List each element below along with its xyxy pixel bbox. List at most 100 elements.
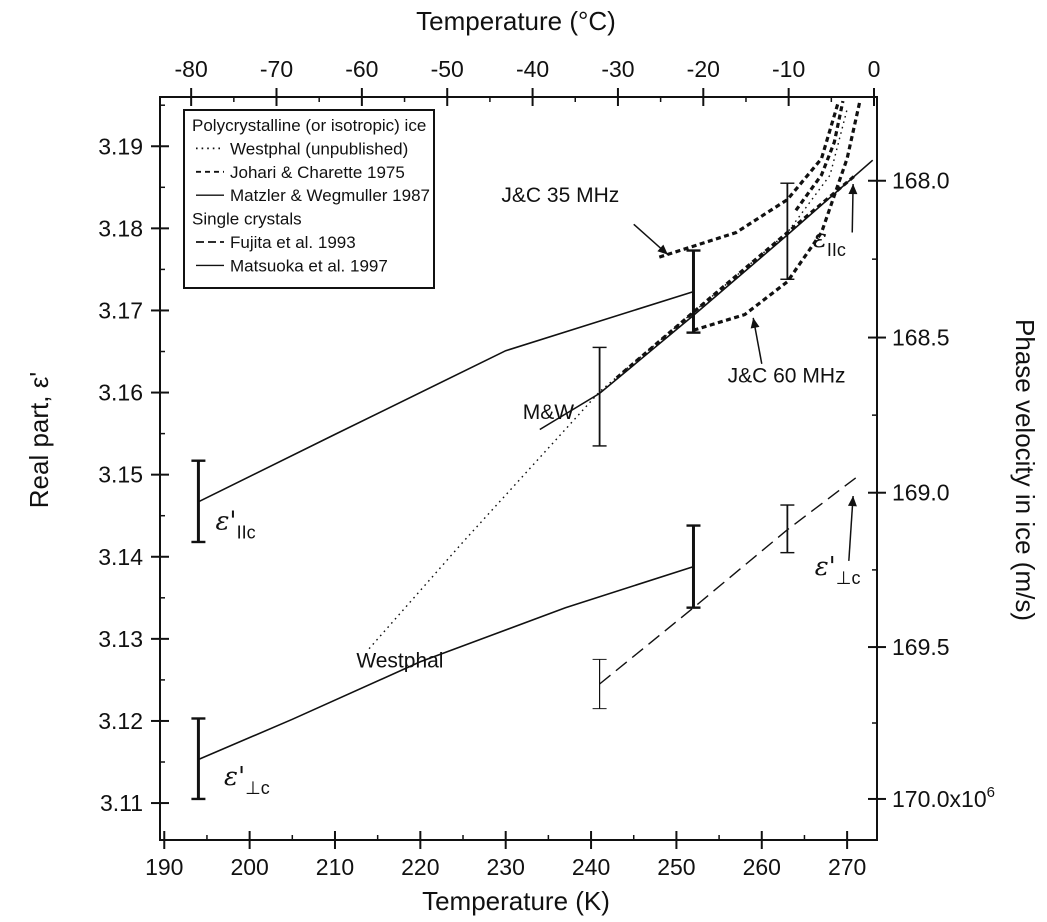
legend-entry: Johari & Charette 1975: [196, 163, 405, 182]
y2-tick-label: 168.5: [892, 325, 950, 351]
x-tick-label: 210: [316, 854, 354, 880]
series-jc-35mhz: [658, 100, 841, 259]
x-axis-title: Temperature (K): [422, 886, 610, 916]
arrow-jc35: [633, 223, 669, 256]
x-tick-label: 220: [401, 854, 439, 880]
legend: Polycrystalline (or isotropic) ice Westph…: [183, 109, 435, 289]
error-bar: [592, 658, 607, 710]
y2-axis-title: Phase velocity in ice (m/s): [1010, 319, 1040, 621]
y2-tick-value: 169.5: [892, 634, 950, 660]
x2-tick-label: -60: [345, 56, 378, 82]
y2-tick-value: 168.0: [892, 168, 950, 194]
arrow-head: [657, 244, 668, 255]
y-tick-label: 3.17: [98, 297, 143, 323]
plot-frame: [159, 96, 878, 841]
legend-label: Polycrystalline (or isotropic) ice: [192, 116, 426, 135]
symbol-base: ε: [813, 224, 827, 254]
eps-perp-right: ε'⊥c: [815, 552, 861, 588]
x2-axis-title: Temperature (°C): [416, 6, 616, 36]
series-matsuoka-perp: [198, 565, 694, 761]
y2-tick-value: 170.0x10: [892, 786, 987, 812]
legend-label: Westphal (unpublished): [230, 139, 408, 158]
legend-entry: Polycrystalline (or isotropic) ice: [192, 116, 426, 135]
x2-tick-label: -30: [601, 56, 634, 82]
y-tick-label: 3.11: [100, 790, 143, 816]
error-bar: [686, 249, 701, 334]
axes: [159, 96, 878, 841]
x-tick-label: 190: [145, 854, 183, 880]
y2-tick-label: 169.0: [892, 480, 950, 506]
x2-tick-label: -50: [431, 56, 464, 82]
eps-perp-left: ε'⊥c: [224, 762, 270, 798]
arrow-eps-par-right: [848, 184, 858, 233]
error-bar: [780, 504, 795, 554]
symbol-base: ε': [215, 507, 236, 537]
legend-label: Fujita et al. 1993: [230, 233, 356, 252]
legend-entry: Matzler & Wegmuller 1987: [196, 186, 430, 205]
y-tick-label: 3.16: [98, 380, 143, 406]
error-bar: [686, 524, 701, 609]
y-tick-label: 3.12: [98, 708, 143, 734]
error-bar: [592, 346, 607, 447]
arrow-head: [750, 317, 760, 329]
symbol-subscript: IIc: [827, 240, 846, 260]
symbol-base: ε': [815, 552, 836, 582]
legend-label: Matzler & Wegmuller 1987: [230, 186, 430, 205]
y-tick-label: 3.19: [98, 133, 143, 159]
y-tick-label: 3.14: [98, 544, 143, 570]
symbol-subscript: ⊥c: [836, 568, 861, 588]
x-tick-label: 240: [572, 854, 610, 880]
y2-tick-exponent: 6: [987, 784, 995, 801]
legend-entry: Westphal (unpublished): [196, 139, 408, 158]
x-tick-label: 230: [487, 854, 525, 880]
series-jc-35mhz-b: [794, 100, 845, 212]
y2-tick-value: 168.5: [892, 325, 950, 351]
error-bar: [191, 459, 206, 544]
series-johari-charette-par: [615, 173, 857, 380]
symbol-subscript: ⊥c: [245, 778, 270, 798]
arrow-head: [847, 496, 857, 507]
x2-tick-label: -80: [175, 56, 208, 82]
tick-marks: 190 200 210 220 230 240 250 260 270 -80 -70 -60 -50 -…: [98, 56, 995, 880]
x2-tick-label: 0: [868, 56, 881, 82]
arrow-shaft: [848, 495, 854, 561]
x-tick-label: 250: [657, 854, 695, 880]
y2-tick-label: 168.0: [892, 168, 950, 194]
arrow-jc60: [750, 317, 763, 364]
y-axis-title: Real part, ε': [24, 372, 54, 509]
legend-label: Single crystals: [192, 210, 302, 229]
legend-box: [183, 109, 435, 289]
symbol-base: ε': [224, 762, 245, 792]
series-jc-60mhz: [693, 100, 862, 332]
label-mw: M&W: [523, 401, 575, 424]
label-jc60: J&C 60 MHz: [728, 365, 846, 388]
legend-label: Johari & Charette 1975: [230, 163, 405, 182]
y2-tick-value: 169.0: [892, 480, 950, 506]
y-tick-label: 3.13: [98, 626, 143, 652]
x-tick-label: 260: [743, 854, 781, 880]
legend-label: Matsuoka et al. 1997: [230, 256, 388, 275]
arrow-head: [848, 184, 858, 195]
eps-par-right: εIIc: [813, 224, 846, 260]
error-bar: [191, 717, 206, 801]
annotation-arrows: [633, 184, 858, 561]
x2-tick-label: -20: [687, 56, 720, 82]
x-tick-label: 200: [230, 854, 268, 880]
label-jc35: J&C 35 MHz: [501, 184, 619, 207]
x2-tick-label: -70: [260, 56, 293, 82]
y2-tick-label: 169.5: [892, 634, 950, 660]
legend-entry: Single crystals: [192, 210, 302, 229]
label-westphal: Westphal: [356, 650, 443, 673]
series-fujita-perp: [599, 477, 857, 685]
x2-tick-label: -10: [772, 56, 805, 82]
x2-tick-label: -40: [516, 56, 549, 82]
legend-entry: Fujita et al. 1993: [196, 233, 356, 252]
symbol-subscript: IIc: [237, 523, 256, 543]
arrow-eps-perp-right: [847, 495, 857, 561]
x-tick-label: 270: [828, 854, 866, 880]
y2-tick-label: 170.0x106: [892, 784, 995, 812]
error-bars: [191, 182, 795, 801]
y-tick-label: 3.18: [98, 215, 143, 241]
